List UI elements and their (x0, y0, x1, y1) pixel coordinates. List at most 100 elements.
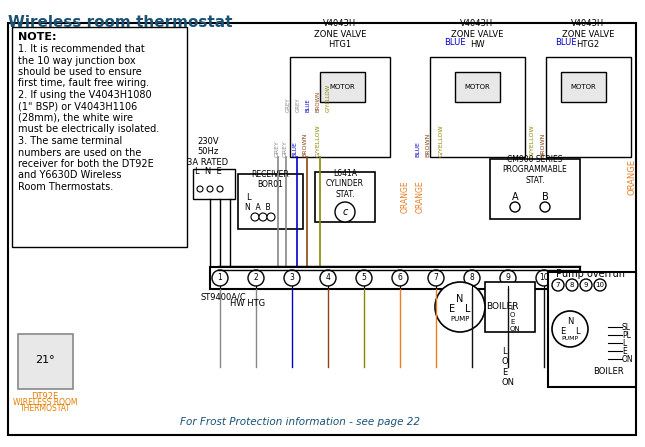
Circle shape (566, 279, 578, 291)
Text: ORANGE: ORANGE (401, 181, 410, 213)
Text: For Frost Protection information - see page 22: For Frost Protection information - see p… (180, 417, 420, 427)
Text: 1: 1 (217, 274, 223, 283)
Bar (210, 267, 580, 289)
Text: 6: 6 (397, 274, 402, 283)
Text: BLUE: BLUE (292, 141, 297, 157)
Circle shape (435, 282, 485, 332)
Text: 7: 7 (433, 274, 439, 283)
Text: 21°: 21° (35, 355, 55, 365)
Text: GREY: GREY (275, 140, 279, 157)
Text: the 10 way junction box: the 10 way junction box (18, 55, 135, 66)
Circle shape (217, 186, 223, 192)
Text: RECEIVER
BOR01: RECEIVER BOR01 (251, 170, 289, 190)
Text: BLUE: BLUE (555, 38, 577, 47)
Text: 4: 4 (326, 274, 330, 283)
Circle shape (284, 270, 300, 286)
Circle shape (248, 270, 264, 286)
Text: Pump overrun: Pump overrun (555, 269, 624, 279)
Text: 3. The same terminal: 3. The same terminal (18, 136, 123, 146)
Text: G/YELLOW: G/YELLOW (326, 84, 330, 112)
Text: receiver for both the DT92E: receiver for both the DT92E (18, 159, 154, 169)
Text: A: A (511, 192, 519, 202)
Text: ORANGE: ORANGE (628, 159, 637, 195)
Text: BROWN: BROWN (315, 91, 321, 112)
Text: and Y6630D Wireless: and Y6630D Wireless (18, 170, 121, 181)
Text: ON: ON (622, 354, 633, 363)
Text: NOTE:: NOTE: (18, 32, 57, 42)
Text: V4043H
ZONE VALVE
HTG1: V4043H ZONE VALVE HTG1 (314, 19, 366, 49)
Text: MOTOR: MOTOR (329, 84, 355, 90)
Text: 10: 10 (595, 282, 604, 288)
Text: 230V
50Hz
3A RATED: 230V 50Hz 3A RATED (188, 137, 228, 167)
Text: first time, fault free wiring.: first time, fault free wiring. (18, 79, 149, 89)
Text: N: N (456, 294, 464, 304)
Text: V4043H
ZONE VALVE
HTG2: V4043H ZONE VALVE HTG2 (562, 19, 614, 49)
Text: L: L (465, 304, 471, 314)
Bar (455, 72, 500, 102)
Text: L  N  E: L N E (195, 167, 221, 176)
Bar (290, 57, 390, 157)
Circle shape (428, 270, 444, 286)
Circle shape (392, 270, 408, 286)
Circle shape (594, 279, 606, 291)
Text: MOTOR: MOTOR (570, 84, 596, 90)
Bar (430, 57, 525, 157)
Text: 10: 10 (539, 274, 549, 283)
Bar (25, 345, 65, 375)
Bar (561, 72, 606, 102)
Bar (485, 282, 535, 332)
Text: SL: SL (622, 322, 631, 332)
Text: L
O
E
ON: L O E ON (510, 305, 521, 332)
Text: B: B (542, 192, 548, 202)
Bar (238, 174, 303, 229)
Bar (490, 159, 580, 219)
Circle shape (267, 213, 275, 221)
Text: BLUE: BLUE (306, 98, 310, 112)
Bar (546, 57, 631, 157)
Text: GREY: GREY (286, 97, 290, 112)
Text: BOILER: BOILER (593, 367, 623, 376)
Text: 2: 2 (253, 274, 259, 283)
Circle shape (320, 270, 336, 286)
Text: G/YELLOW: G/YELLOW (315, 124, 321, 157)
Text: 1. It is recommended that: 1. It is recommended that (18, 44, 144, 54)
Text: PL: PL (622, 330, 631, 340)
Text: HW HTG: HW HTG (230, 299, 266, 308)
Circle shape (335, 202, 355, 222)
Circle shape (580, 279, 592, 291)
Text: V4043H
ZONE VALVE
HW: V4043H ZONE VALVE HW (451, 19, 503, 49)
Bar (315, 172, 375, 222)
Text: 9: 9 (584, 282, 588, 288)
Text: 7: 7 (556, 282, 561, 288)
Text: G/YELLOW: G/YELLOW (439, 124, 444, 157)
Circle shape (464, 270, 480, 286)
Circle shape (356, 270, 372, 286)
Text: 5: 5 (362, 274, 366, 283)
Text: c: c (342, 207, 348, 217)
Text: numbers are used on the: numbers are used on the (18, 148, 141, 157)
Text: PUMP: PUMP (561, 337, 579, 342)
Text: L: L (622, 338, 626, 347)
Text: BOILER: BOILER (486, 302, 518, 311)
Circle shape (510, 202, 520, 212)
Text: Room Thermostats.: Room Thermostats. (18, 182, 114, 192)
Circle shape (207, 186, 213, 192)
Text: must be electrically isolated.: must be electrically isolated. (18, 125, 159, 135)
Text: G/YELLOW: G/YELLOW (530, 124, 535, 157)
Text: L: L (575, 326, 579, 336)
Text: GREY: GREY (283, 140, 288, 157)
Text: Wireless room thermostat: Wireless room thermostat (8, 15, 232, 30)
Text: BROWN: BROWN (541, 133, 546, 157)
Circle shape (552, 279, 564, 291)
Bar (193, 169, 235, 199)
Text: L641A
CYLINDER
STAT.: L641A CYLINDER STAT. (326, 169, 364, 199)
Text: BROWN: BROWN (303, 133, 308, 157)
Text: N  A  B: N A B (245, 202, 271, 211)
Text: CM900 SERIES
PROGRAMMABLE
STAT.: CM900 SERIES PROGRAMMABLE STAT. (502, 155, 568, 185)
Text: DT92E: DT92E (32, 392, 59, 401)
Text: BROWN: BROWN (426, 133, 430, 157)
Text: L
O
E
ON: L O E ON (502, 347, 515, 387)
Bar (12, 27, 187, 247)
Text: E: E (449, 304, 455, 314)
Circle shape (212, 270, 228, 286)
